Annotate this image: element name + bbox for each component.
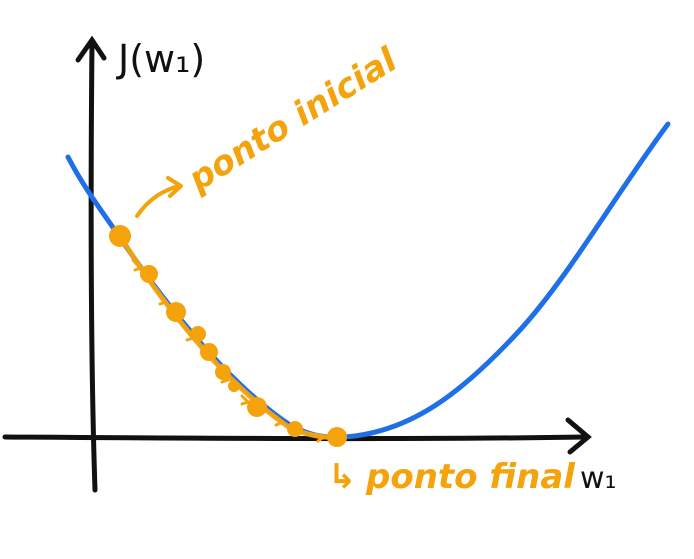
step-point: [228, 380, 240, 392]
cost-curve: [65, 121, 671, 440]
step-arrow: [313, 432, 326, 443]
step-arrow: [131, 258, 142, 272]
x-axis-arrowhead: [565, 417, 592, 455]
step-point: [190, 326, 206, 342]
step-arrow: [273, 414, 285, 427]
step-point: [215, 364, 231, 380]
step-point: [166, 302, 186, 322]
descent-steps: [109, 225, 347, 447]
step-point: [247, 397, 267, 417]
step-point-end: [327, 427, 347, 447]
step-point: [200, 343, 218, 361]
y-axis-label: J(w₁): [116, 37, 205, 81]
x-axis: [2, 434, 588, 442]
descent-arrows: [131, 258, 326, 443]
step-point-start: [109, 225, 131, 247]
start-point-label: ponto inicial: [181, 39, 405, 200]
start-pointer-arrow: [135, 176, 183, 218]
y-axis-arrowhead: [75, 35, 107, 63]
step-point: [287, 421, 303, 437]
x-axis-label: w₁: [580, 461, 617, 496]
y-axis: [88, 39, 98, 493]
step-point: [140, 265, 158, 283]
end-point-prefix: ↳: [328, 457, 357, 497]
axes: [2, 35, 592, 493]
step-arrow: [240, 394, 250, 406]
end-point-label: ponto final: [365, 457, 576, 497]
step-arrow: [158, 292, 168, 306]
